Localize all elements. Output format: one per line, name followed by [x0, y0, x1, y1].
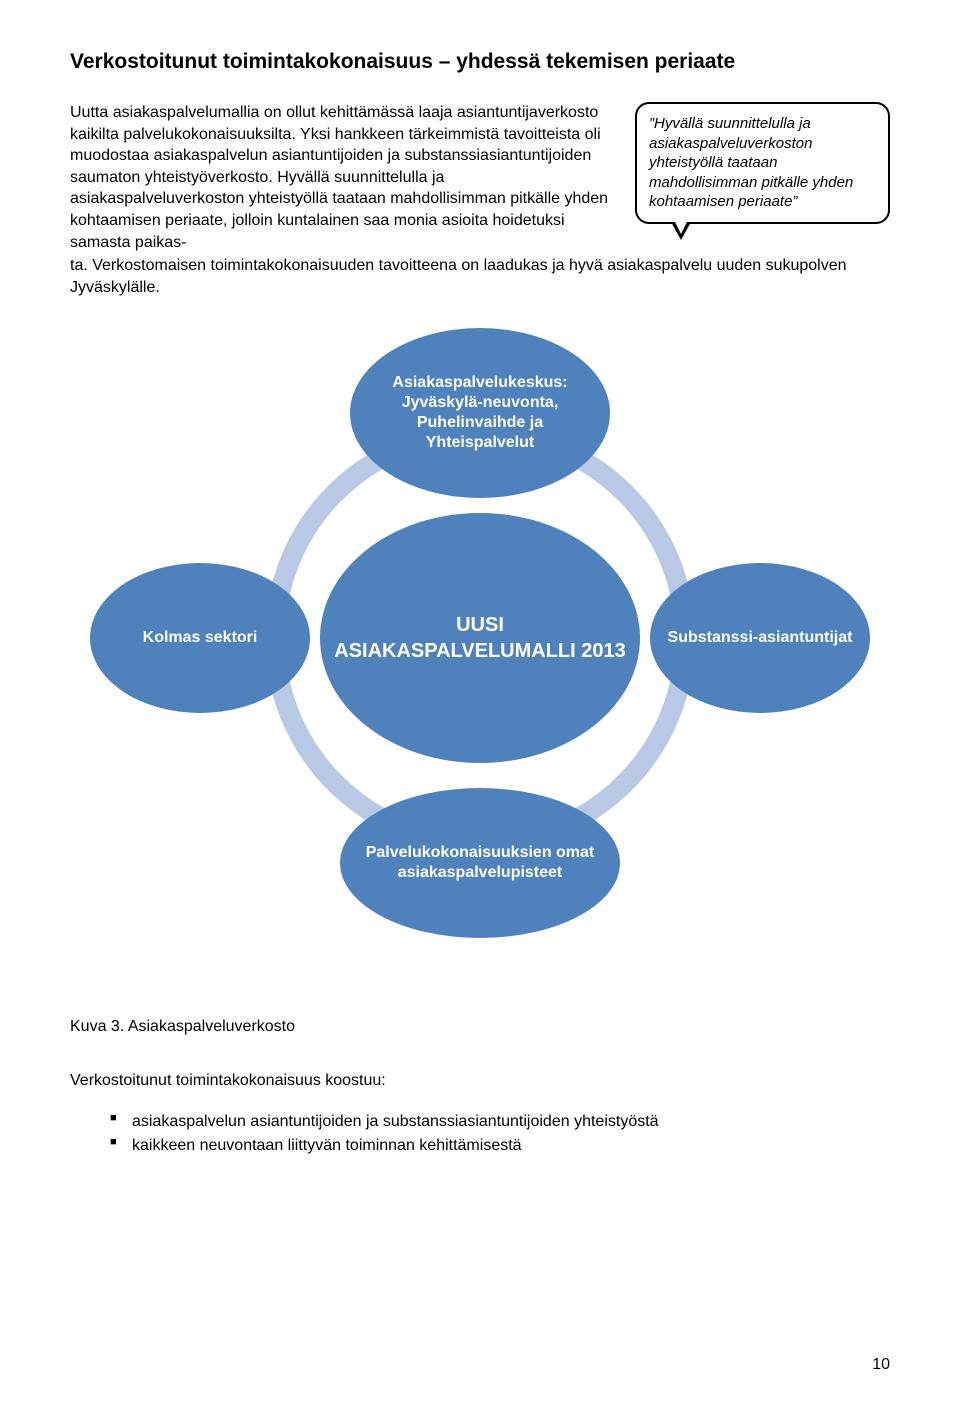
node-left-label: Kolmas sektori — [129, 620, 272, 656]
intro-paragraph-2: ta. Verkostomaisen toimintakokonaisuuden… — [70, 255, 890, 298]
list-item: kaikkeen neuvontaan liittyvän toiminnan … — [110, 1134, 890, 1157]
diagram-container: UUSI ASIAKASPALVELUMALLI 2013 Asiakaspal… — [70, 328, 890, 948]
list-item: asiakaspalvelun asiantuntijoiden ja subs… — [110, 1110, 890, 1133]
pull-quote-text: ”Hyvällä suunnittelulla ja asiakaspalvel… — [649, 115, 853, 210]
speech-tail-icon — [671, 222, 691, 240]
node-right-label: Substanssi-asiantuntijat — [654, 620, 867, 656]
node-top: Asiakaspalvelukeskus: Jyväskylä-neuvonta… — [350, 328, 610, 498]
page-number: 10 — [872, 1356, 890, 1374]
figure-caption: Kuva 3. Asiakaspalveluverkosto — [70, 1018, 890, 1036]
node-center-label: UUSI ASIAKASPALVELUMALLI 2013 — [320, 604, 640, 672]
network-diagram: UUSI ASIAKASPALVELUMALLI 2013 Asiakaspal… — [100, 328, 860, 948]
node-bottom: Palvelukokonaisuuksien omat asiakaspalve… — [340, 788, 620, 938]
bullet-list: asiakaspalvelun asiantuntijoiden ja subs… — [70, 1110, 890, 1156]
node-right: Substanssi-asiantuntijat — [650, 563, 870, 713]
node-center: UUSI ASIAKASPALVELUMALLI 2013 — [320, 513, 640, 763]
intro-row: Uutta asiakaspalvelumallia on ollut kehi… — [70, 102, 890, 253]
list-heading: Verkostoitunut toimintakokonaisuus koost… — [70, 1072, 890, 1090]
node-bottom-label: Palvelukokonaisuuksien omat asiakaspalve… — [340, 835, 620, 891]
node-left: Kolmas sektori — [90, 563, 310, 713]
pull-quote: ”Hyvällä suunnittelulla ja asiakaspalvel… — [635, 102, 890, 224]
node-top-label: Asiakaspalvelukeskus: Jyväskylä-neuvonta… — [350, 365, 610, 461]
page-heading: Verkostoitunut toimintakokonaisuus – yhd… — [70, 50, 890, 74]
intro-paragraph-1: Uutta asiakaspalvelumallia on ollut kehi… — [70, 102, 617, 253]
